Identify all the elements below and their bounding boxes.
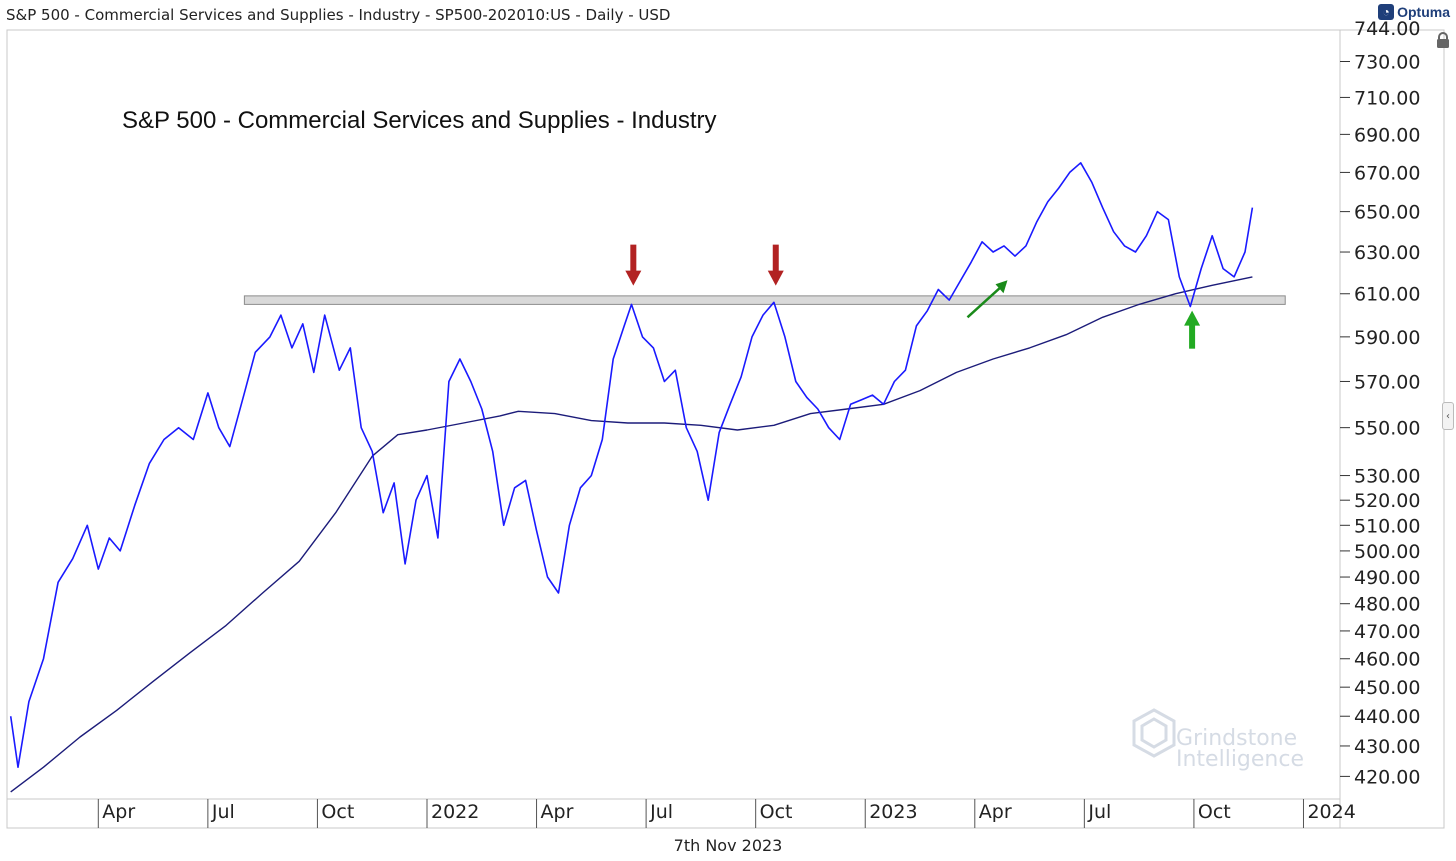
y-tick-label: 460.00 xyxy=(1354,649,1420,671)
x-tick-label: 2022 xyxy=(431,801,479,823)
x-tick-label: Jul xyxy=(211,801,235,823)
optuma-logo-icon: ◔ xyxy=(1378,4,1395,20)
y-tick-label: 710.00 xyxy=(1354,87,1420,109)
arrow-shaft xyxy=(772,244,779,272)
arrow-shaft xyxy=(966,287,1001,319)
y-tick-label: 690.00 xyxy=(1354,124,1420,146)
lock-icon[interactable] xyxy=(1436,32,1450,48)
price-series-line xyxy=(9,162,1254,769)
annotation-layer xyxy=(625,244,1201,349)
moving-average-line xyxy=(10,276,1253,793)
y-tick-label-partial: 744.00 xyxy=(1354,18,1420,40)
x-tick-label: 2024 xyxy=(1307,801,1355,823)
y-tick-label: 730.00 xyxy=(1354,52,1420,74)
green-arrow-vertical-icon xyxy=(1184,310,1201,349)
red-arrow-2-icon xyxy=(767,244,784,286)
x-tick-label: Apr xyxy=(541,801,574,823)
x-tick-label: Jul xyxy=(649,801,673,823)
x-tick-label: Apr xyxy=(102,801,135,823)
y-tick-label: 440.00 xyxy=(1354,706,1420,728)
y-tick-label: 570.00 xyxy=(1354,371,1420,393)
grindstone-watermark: Grindstone Intelligence xyxy=(1132,708,1304,772)
chart-date-footer: 7th Nov 2023 xyxy=(673,836,783,855)
y-tick-label: 650.00 xyxy=(1354,202,1420,224)
y-tick-label: 500.00 xyxy=(1354,541,1420,563)
watermark-line1: Grindstone xyxy=(1176,726,1297,751)
red-arrow-1-icon xyxy=(625,244,642,286)
y-tick-label: 550.00 xyxy=(1354,418,1420,440)
x-tick-label: Jul xyxy=(1087,801,1111,823)
grindstone-logo-icon xyxy=(1132,708,1176,758)
chart-header-title: S&P 500 - Commercial Services and Suppli… xyxy=(6,6,671,24)
resistance-zone xyxy=(243,295,1286,305)
y-tick-label: 490.00 xyxy=(1354,567,1420,589)
y-tick-label: 480.00 xyxy=(1354,594,1420,616)
x-tick-label: 2023 xyxy=(869,801,917,823)
y-tick-label: 420.00 xyxy=(1354,766,1420,788)
x-tick-label: Apr xyxy=(979,801,1012,823)
arrow-head xyxy=(767,270,784,286)
brand-name: Optuma xyxy=(1397,4,1450,20)
y-tick-label: 510.00 xyxy=(1354,515,1420,537)
y-tick-label: 470.00 xyxy=(1354,621,1420,643)
y-tick-label: 670.00 xyxy=(1354,162,1420,184)
y-tick-label: 520.00 xyxy=(1354,490,1420,512)
price-line-layer xyxy=(9,162,1254,769)
arrow-shaft xyxy=(1189,324,1196,349)
arrow-shaft xyxy=(630,244,637,272)
moving-average-layer xyxy=(10,276,1253,793)
resistance-zone-layer xyxy=(243,295,1286,305)
y-tick-label: 450.00 xyxy=(1354,677,1420,699)
y-tick-label: 590.00 xyxy=(1354,327,1420,349)
x-tick-label: Oct xyxy=(760,801,793,823)
arrow-head xyxy=(625,270,642,286)
y-tick-label: 630.00 xyxy=(1354,242,1420,264)
x-tick-label: Oct xyxy=(321,801,354,823)
collapse-panel-chevron-icon[interactable]: ‹ xyxy=(1442,402,1454,430)
chart-title: S&P 500 - Commercial Services and Suppli… xyxy=(122,107,716,134)
optuma-brand: ◔ Optuma xyxy=(1378,4,1450,20)
y-tick-label: 530.00 xyxy=(1354,466,1420,488)
x-tick-label: Oct xyxy=(1198,801,1231,823)
y-tick-label: 610.00 xyxy=(1354,284,1420,306)
y-axis: 730.00 710.00 690.00 670.00 650.00 630.00 610.… xyxy=(1340,18,1420,788)
watermark-line2: Intelligence xyxy=(1176,747,1304,772)
x-axis: Apr Jul Oct 2022 Apr Jul Oct 2023 Apr Jul Oct 2024 xyxy=(97,799,1356,828)
arrow-head xyxy=(1184,310,1201,326)
green-arrow-diagonal-icon xyxy=(966,280,1008,319)
y-tick-label: 430.00 xyxy=(1354,736,1420,758)
arrow-head xyxy=(995,280,1008,294)
